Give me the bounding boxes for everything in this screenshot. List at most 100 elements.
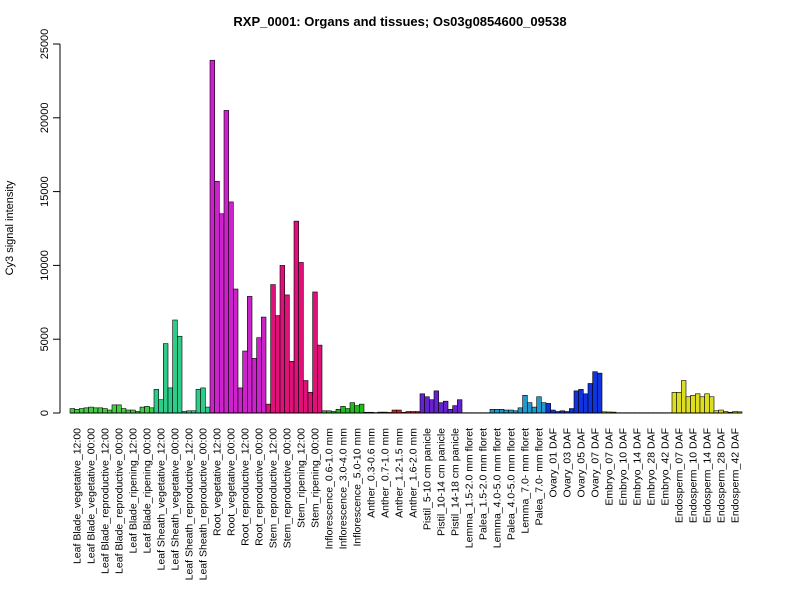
- bar: [83, 407, 89, 414]
- y-axis-label: Cy3 signal intensity: [4, 180, 16, 275]
- bar: [233, 288, 239, 414]
- bar: [223, 110, 229, 414]
- x-tick-label: Stem_reproductive_12:00: [268, 428, 280, 548]
- bar: [457, 399, 463, 414]
- bar: [139, 406, 145, 414]
- y-tick-label: 15000: [39, 176, 51, 207]
- x-tick-label: Endosperm_42 DAF: [730, 428, 742, 523]
- bar: [433, 390, 439, 414]
- bar: [116, 404, 122, 414]
- x-tick-label: Leaf Blade_vegetative_12:00: [72, 428, 84, 564]
- bar: [704, 393, 710, 414]
- bar: [93, 407, 99, 414]
- x-tick-label: Anther_1.2-1.5 mm: [394, 428, 406, 518]
- bar: [163, 343, 169, 414]
- bar: [279, 265, 285, 414]
- x-tick-label: Pistil_5-10 cm panicle: [422, 428, 434, 530]
- bar: [671, 392, 677, 414]
- x-tick-label: Root_reproductive_00:00: [254, 428, 266, 546]
- chart-title: RXP_0001: Organs and tissues; Os03g08546…: [233, 14, 566, 29]
- x-tick-label: Lemma_7.0- mm floret: [520, 428, 532, 534]
- x-tick-label: Root_vegetative_12:00: [212, 428, 224, 536]
- bar: [340, 406, 346, 414]
- bar: [303, 380, 309, 414]
- y-tick-label: 25000: [39, 29, 51, 60]
- x-tick-label: Stem_reproductive_00:00: [282, 428, 294, 548]
- bar: [517, 407, 523, 414]
- bar: [293, 220, 299, 414]
- x-tick-label: Endosperm_28 DAF: [716, 428, 728, 523]
- bar: [583, 393, 589, 414]
- bar: [335, 409, 341, 414]
- bar: [438, 402, 444, 414]
- bar: [447, 409, 453, 414]
- bar: [121, 408, 127, 414]
- y-tick-label: 5000: [39, 327, 51, 351]
- bar: [256, 337, 262, 414]
- x-tick-label: Anther_0.7-1.0 mm: [380, 428, 392, 518]
- bar: [536, 396, 542, 414]
- x-tick-label: Palea_1.5-2.0 mm floret: [478, 428, 490, 540]
- x-tick-label: Ovary_05 DAF: [576, 428, 588, 497]
- bar: [307, 392, 313, 414]
- bar: [494, 409, 500, 414]
- bar: [312, 291, 318, 414]
- bar: [284, 294, 290, 414]
- bar: [690, 394, 696, 414]
- y-tick-label: 0: [39, 410, 51, 416]
- bar: [522, 394, 528, 414]
- bar: [167, 387, 173, 414]
- bar: [237, 387, 243, 414]
- bar: [74, 409, 80, 414]
- x-tick-label: Stem_ripening_00:00: [310, 428, 322, 528]
- bar: [88, 406, 94, 414]
- bar: [214, 180, 220, 414]
- bar: [578, 389, 584, 414]
- bar: [345, 408, 351, 414]
- x-tick-label: Leaf Blade_ripening_00:00: [142, 428, 154, 554]
- x-tick-label: Inflorescence_0.6-1.0 mm: [324, 428, 336, 550]
- bar: [695, 393, 701, 414]
- bar: [685, 396, 691, 414]
- x-tick-label: Pistil_14-18 cm panicle: [450, 428, 462, 536]
- bar: [102, 408, 108, 414]
- bar: [228, 201, 234, 414]
- x-tick-label: Endosperm_10 DAF: [688, 428, 700, 523]
- bar: [573, 390, 579, 414]
- bar: [527, 402, 533, 414]
- bars: [69, 59, 743, 414]
- bar: [541, 402, 547, 414]
- y-tick-label: 10000: [39, 250, 51, 281]
- bar: [499, 409, 505, 414]
- bar: [111, 404, 117, 414]
- bar: [247, 296, 253, 414]
- x-tick-label: Anther_1.6-2.0 mm: [408, 428, 420, 518]
- bar: [209, 59, 215, 414]
- bar: [545, 403, 551, 414]
- bar: [699, 396, 705, 414]
- x-tick-label: Leaf Blade_vegetative_00:00: [86, 428, 98, 564]
- x-tick-label: Ovary_07 DAF: [590, 428, 602, 497]
- bar: [149, 407, 155, 414]
- x-tick-label: Leaf Sheath_vegetative_00:00: [170, 428, 182, 571]
- x-tick-label: Anther_0.3-0.6 mm: [366, 428, 378, 518]
- bar: [359, 403, 365, 414]
- bar: [205, 406, 211, 414]
- bar: [676, 392, 682, 414]
- x-tick-label: Root_vegetative_00:00: [226, 428, 238, 536]
- bar: [298, 262, 304, 414]
- x-tick-label: Inflorescence_3.0-4.0 mm: [338, 428, 350, 550]
- x-tick-label: Leaf Blade_reproductive_12:00: [100, 428, 112, 574]
- bar: [587, 383, 593, 414]
- bar: [69, 408, 75, 414]
- x-tick-label: Endosperm_14 DAF: [702, 428, 714, 523]
- x-axis-labels: Leaf Blade_vegetative_12:00 Leaf Blade_ve…: [72, 428, 742, 581]
- bar: [270, 284, 276, 414]
- bar: [144, 406, 150, 414]
- x-tick-label: Leaf Sheath_reproductive_00:00: [198, 428, 210, 581]
- x-tick-label: Inflorescence_5.0-10 mm: [352, 428, 364, 547]
- bar: [275, 315, 281, 414]
- bar: [177, 335, 183, 414]
- x-tick-label: Leaf Blade_ripening_12:00: [128, 428, 140, 554]
